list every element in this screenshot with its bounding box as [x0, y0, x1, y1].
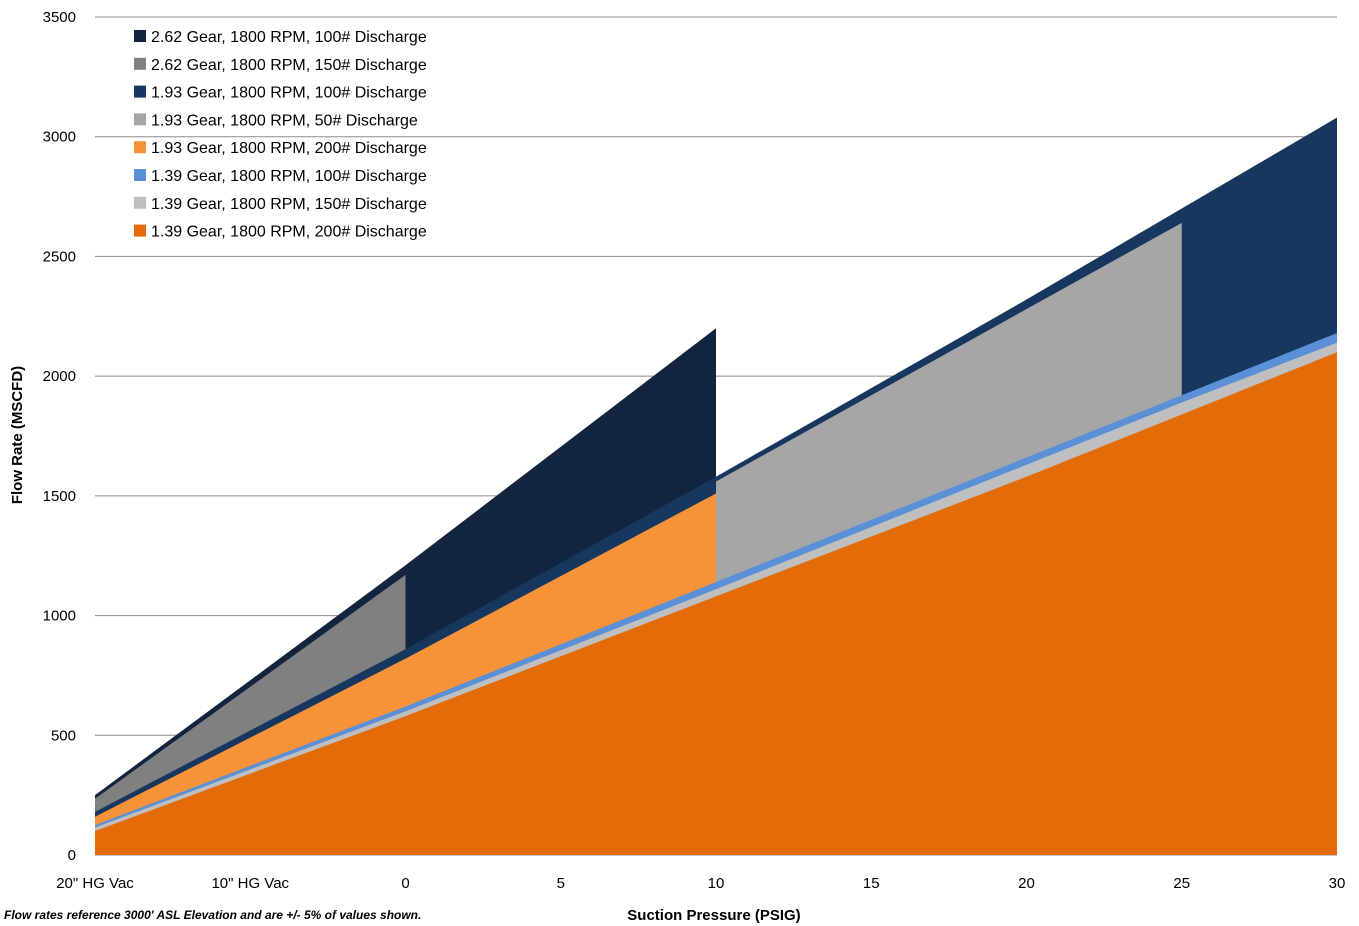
legend-swatch [134, 224, 146, 237]
x-tick-label: 15 [863, 875, 880, 892]
y-tick-label: 2000 [43, 368, 76, 385]
legend: 2.62 Gear, 1800 RPM, 100# Discharge 2.62 … [134, 29, 427, 241]
y-axis-ticks: 0 500 1000 1500 2000 2500 3000 3500 [43, 9, 76, 864]
y-tick-label: 3000 [43, 129, 76, 146]
legend-label: 2.62 Gear, 1800 RPM, 100# Discharge [151, 29, 427, 46]
x-axis-ticks: 20" HG Vac 10" HG Vac 0 5 10 15 20 25 30 [56, 875, 1345, 892]
legend-label: 1.93 Gear, 1800 RPM, 50# Discharge [151, 112, 418, 129]
legend-swatch [134, 113, 146, 126]
x-tick-label: 0 [401, 875, 409, 892]
x-tick-label: 10 [708, 875, 725, 892]
legend-swatch [134, 141, 146, 154]
legend-swatch [134, 30, 146, 42]
y-tick-label: 1000 [43, 608, 76, 625]
legend-label: 2.62 Gear, 1800 RPM, 150# Discharge [151, 57, 427, 74]
series-areas [95, 117, 1337, 855]
x-tick-label: 25 [1173, 875, 1190, 892]
x-tick-label: 20 [1018, 875, 1035, 892]
y-tick-label: 3500 [43, 9, 76, 26]
series-area [95, 352, 1337, 855]
legend-swatch [134, 57, 146, 70]
footnote: Flow rates reference 3000' ASL Elevation… [4, 908, 422, 922]
x-tick-label: 5 [557, 875, 565, 892]
y-axis-title: Flow Rate (MSCFD) [9, 366, 26, 504]
legend-swatch [134, 196, 146, 209]
x-axis-title: Suction Pressure (PSIG) [627, 907, 800, 924]
y-tick-label: 500 [51, 727, 76, 744]
y-tick-label: 0 [68, 847, 76, 864]
legend-swatch [134, 169, 146, 181]
x-tick-label: 30 [1329, 875, 1346, 892]
x-tick-label: 20" HG Vac [56, 875, 134, 892]
y-tick-label: 1500 [43, 488, 76, 505]
legend-label: 1.39 Gear, 1800 RPM, 200# Discharge [151, 224, 427, 241]
y-tick-label: 2500 [43, 248, 76, 265]
legend-swatch [134, 85, 146, 98]
legend-label: 1.39 Gear, 1800 RPM, 100# Discharge [151, 168, 427, 185]
x-tick-label: 10" HG Vac [211, 875, 289, 892]
legend-label: 1.39 Gear, 1800 RPM, 150# Discharge [151, 196, 427, 213]
legend-label: 1.93 Gear, 1800 RPM, 200# Discharge [151, 140, 427, 157]
legend-label: 1.93 Gear, 1800 RPM, 100# Discharge [151, 85, 427, 102]
